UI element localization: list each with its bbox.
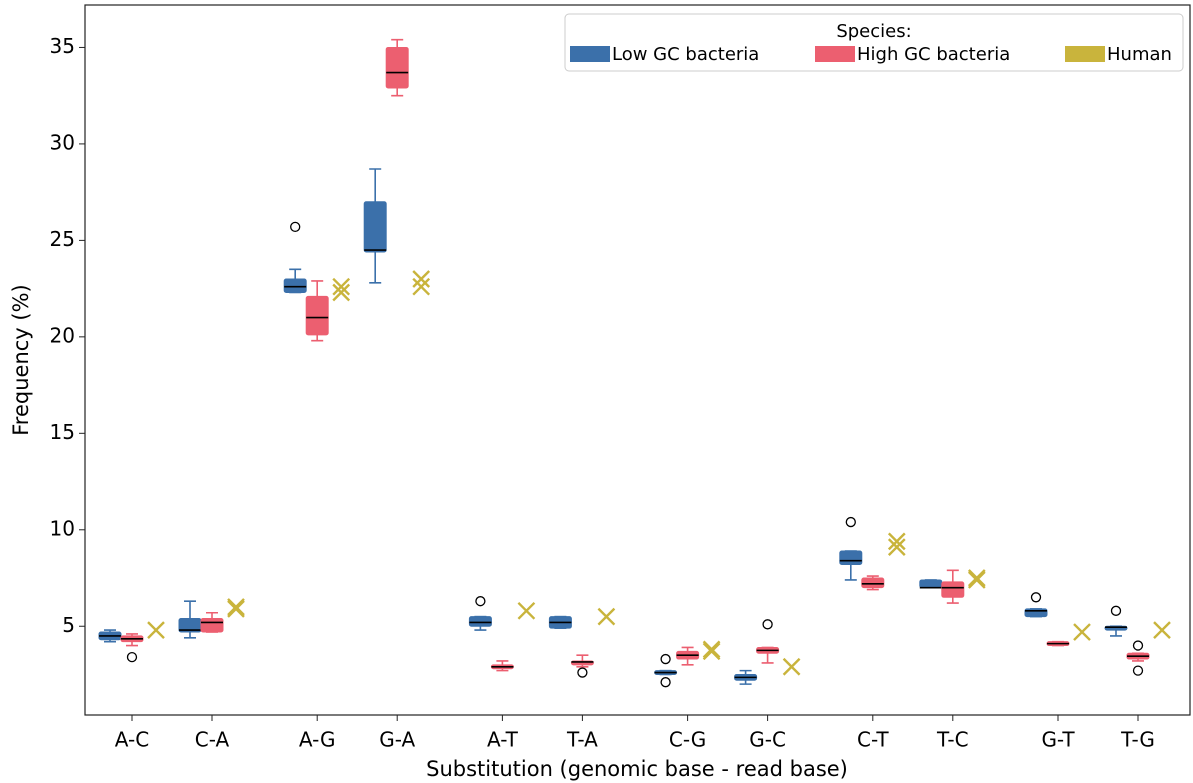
- point-marker: [702, 640, 721, 659]
- y-tick-label: 5: [62, 613, 75, 637]
- outlier: [1110, 605, 1122, 616]
- whisker-high: [311, 280, 324, 297]
- outlier: [126, 651, 138, 663]
- point-marker: [147, 621, 165, 639]
- outlier: [660, 653, 671, 665]
- y-tick-label: 15: [50, 420, 75, 444]
- legend-frame: [564, 13, 1184, 72]
- whisker-low: [184, 632, 196, 639]
- whisker-high: [576, 654, 589, 661]
- box: [305, 295, 329, 336]
- whisker-low: [126, 641, 138, 647]
- box: [941, 581, 965, 598]
- outlier: [1030, 592, 1042, 603]
- outlier: [475, 596, 486, 607]
- point-marker: [1153, 621, 1171, 639]
- whisker-high: [681, 646, 694, 652]
- whisker-low: [1110, 630, 1122, 637]
- box: [363, 201, 387, 253]
- outlier: [845, 516, 856, 528]
- whisker-low: [844, 564, 857, 581]
- x-tick-label: A-T: [487, 728, 519, 752]
- plot-frame: [84, 4, 1191, 716]
- point-marker: [332, 277, 351, 296]
- point-marker: [967, 569, 986, 587]
- outlier: [577, 667, 588, 678]
- x-tick-label: T-C: [936, 728, 969, 752]
- x-tick-label: C-A: [195, 728, 230, 752]
- box: [468, 616, 492, 627]
- whisker-low: [369, 251, 382, 284]
- legend-label: Human: [1107, 44, 1172, 65]
- outlier: [1132, 640, 1144, 651]
- legend-swatch: [815, 46, 855, 62]
- x-tick-label: A-G: [299, 728, 336, 752]
- whisker-low: [739, 680, 752, 685]
- x-tick-label: G-A: [379, 728, 415, 752]
- whisker-low: [681, 659, 694, 666]
- whisker-low: [946, 597, 959, 604]
- point-marker: [332, 283, 351, 302]
- box: [283, 278, 307, 293]
- y-tick-label: 10: [50, 516, 75, 540]
- point-marker: [597, 607, 616, 626]
- outlier: [290, 221, 301, 233]
- whisker-high: [369, 168, 382, 202]
- y-tick-label: 35: [50, 34, 75, 58]
- x-tick-label: A-C: [115, 728, 149, 752]
- point-marker: [412, 270, 431, 288]
- x-axis-label: Substitution (genomic base - read base): [426, 757, 848, 781]
- outlier: [762, 619, 773, 630]
- box: [861, 577, 885, 589]
- point-marker: [887, 532, 906, 551]
- whisker-low: [474, 626, 487, 631]
- box: [919, 579, 943, 589]
- whisker-low: [761, 653, 774, 664]
- outlier: [660, 677, 671, 688]
- box: [200, 618, 224, 633]
- x-tick-label: G-T: [1041, 728, 1075, 752]
- legend-label: Low GC bacteria: [612, 44, 759, 65]
- y-axis-label: Frequency (%): [9, 284, 33, 436]
- point-marker: [227, 598, 245, 616]
- x-tick-label: T-G: [1120, 728, 1155, 752]
- whisker-high: [289, 268, 302, 279]
- legend-swatch: [570, 46, 610, 62]
- whisker-low: [311, 334, 324, 342]
- point-marker: [517, 601, 536, 620]
- point-marker: [887, 538, 906, 556]
- x-tick-label: C-G: [669, 728, 706, 752]
- y-tick-label: 30: [50, 130, 75, 154]
- point-marker: [702, 642, 721, 661]
- whisker-high: [391, 38, 404, 48]
- whisker-high: [184, 600, 196, 619]
- point-marker: [1073, 623, 1091, 641]
- outlier: [1132, 665, 1144, 676]
- point-marker: [412, 277, 431, 296]
- box: [839, 550, 863, 566]
- legend-swatch: [1065, 46, 1105, 62]
- point-marker: [782, 657, 801, 676]
- legend-title: Species:: [836, 21, 911, 42]
- legend-label: High GC bacteria: [857, 44, 1010, 65]
- whisker-high: [496, 660, 509, 665]
- x-tick-label: G-C: [749, 728, 786, 752]
- x-tick-label: C-T: [857, 728, 889, 752]
- whisker-high: [739, 669, 752, 675]
- point-marker: [227, 600, 245, 618]
- whisker-low: [391, 87, 404, 97]
- x-tick-label: T-A: [566, 728, 598, 752]
- y-tick-label: 20: [50, 323, 75, 347]
- point-marker: [967, 571, 986, 589]
- whisker-high: [946, 569, 959, 582]
- box: [385, 46, 409, 89]
- whisker-high: [206, 611, 218, 619]
- y-tick-label: 25: [50, 227, 75, 251]
